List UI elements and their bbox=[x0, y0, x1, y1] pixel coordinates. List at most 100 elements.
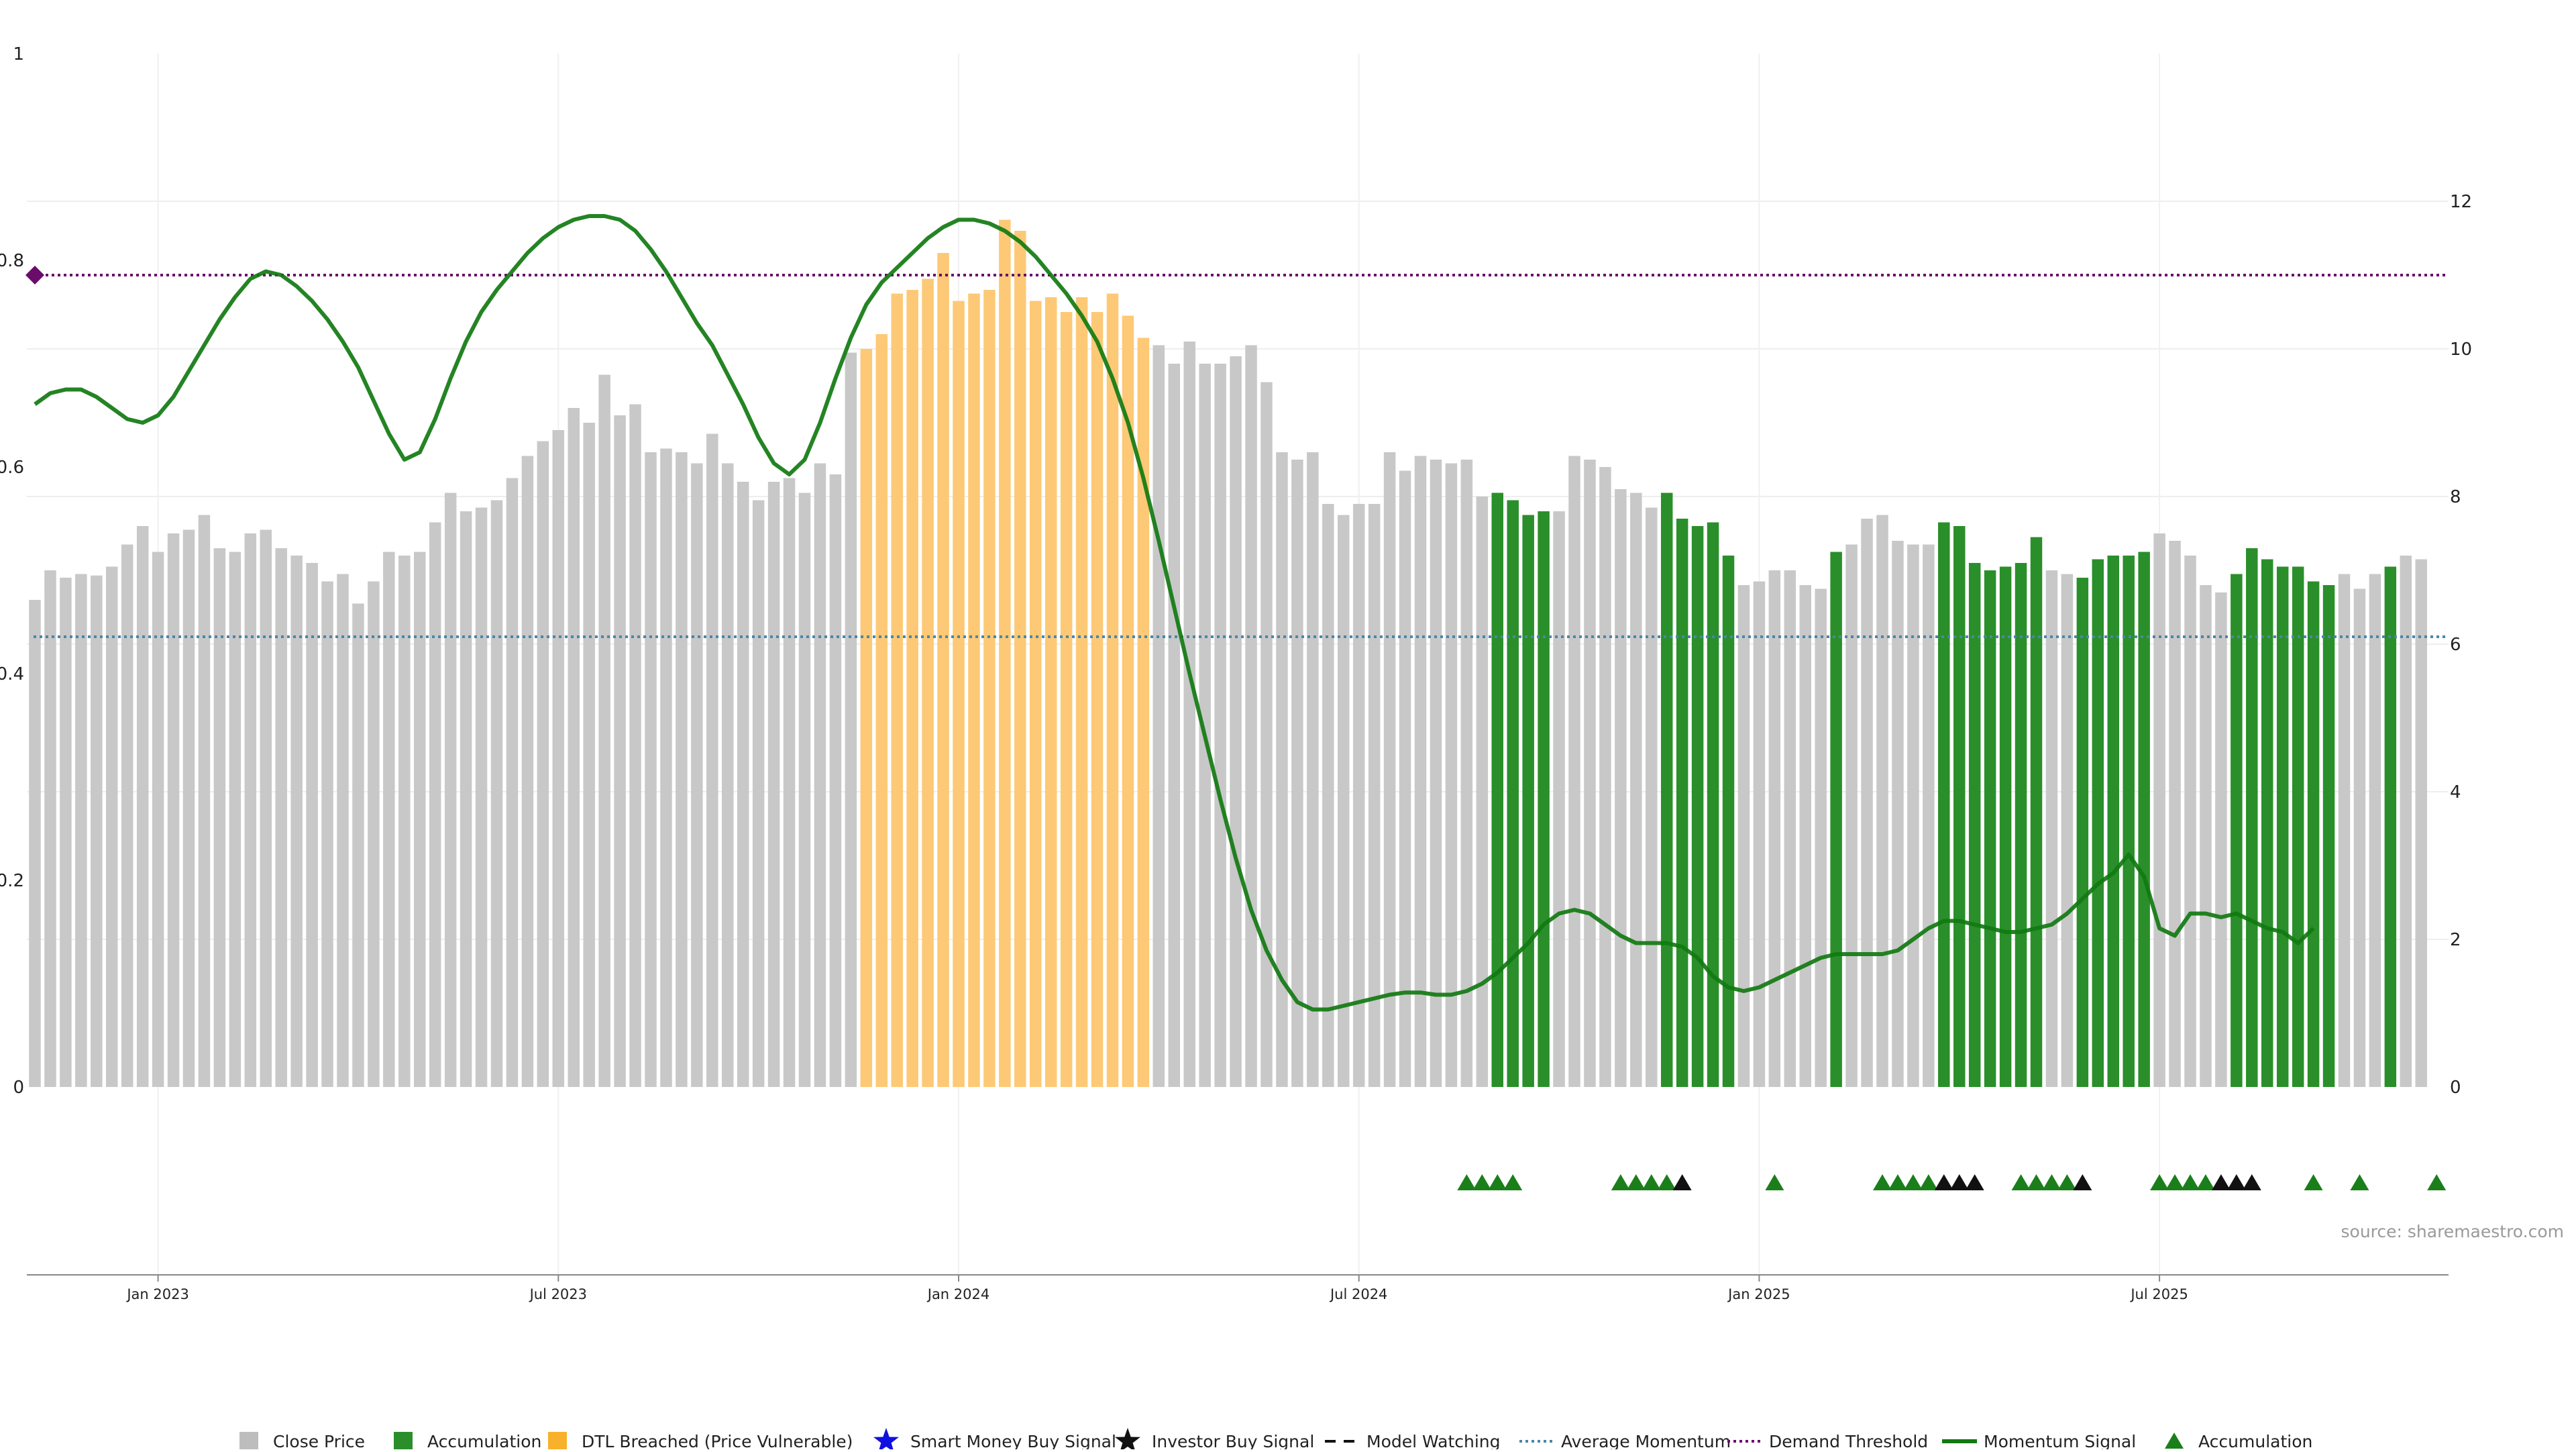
close-bar-19 bbox=[321, 581, 333, 1087]
close-bar-17 bbox=[290, 556, 303, 1087]
investor-marker-27 bbox=[2226, 1174, 2246, 1190]
close-bar-11 bbox=[198, 515, 211, 1087]
close-bar-49 bbox=[783, 478, 796, 1087]
accumulation-marker-24 bbox=[2181, 1174, 2200, 1190]
dtl-bar-55 bbox=[875, 334, 888, 1087]
dtl-bar-69 bbox=[1091, 312, 1104, 1087]
accumulation-bar-109 bbox=[1707, 522, 1719, 1087]
close-bar-3 bbox=[75, 574, 87, 1087]
legend-label-8: Momentum Signal bbox=[1984, 1432, 2136, 1449]
legend-item-7: Demand Threshold bbox=[1727, 1432, 1928, 1451]
legend-swatch-0 bbox=[239, 1432, 258, 1451]
close-bar-141 bbox=[2200, 585, 2212, 1087]
close-bar-103 bbox=[1615, 489, 1627, 1087]
dtl-bar-59 bbox=[937, 253, 949, 1087]
legend-label-0: Close Price bbox=[273, 1432, 365, 1449]
close-bar-34 bbox=[552, 430, 565, 1087]
close-bar-14 bbox=[244, 533, 257, 1087]
close-bar-89 bbox=[1399, 470, 1411, 1087]
close-bar-85 bbox=[1338, 515, 1350, 1087]
x-tick-label-3: Jul 2024 bbox=[1329, 1286, 1387, 1302]
close-bar-79 bbox=[1245, 345, 1257, 1087]
close-bar-53 bbox=[845, 352, 857, 1087]
accumulation-bar-137 bbox=[2138, 552, 2150, 1087]
accumulation-bar-125 bbox=[1953, 526, 1966, 1087]
accumulation-bar-146 bbox=[2276, 566, 2289, 1087]
accumulation-bar-153 bbox=[2384, 566, 2397, 1087]
close-bar-94 bbox=[1476, 497, 1489, 1087]
close-bar-155 bbox=[2415, 559, 2427, 1087]
dtl-bar-62 bbox=[983, 290, 996, 1087]
x-tick-label-4: Jan 2025 bbox=[1727, 1286, 1790, 1302]
close-bar-102 bbox=[1599, 467, 1611, 1087]
close-bar-0 bbox=[29, 600, 41, 1087]
close-bar-92 bbox=[1445, 463, 1458, 1087]
close-bar-154 bbox=[2400, 556, 2412, 1087]
close-bar-86 bbox=[1352, 504, 1365, 1087]
legend-label-1: Accumulation bbox=[427, 1432, 541, 1449]
legend-label-2: DTL Breached (Price Vulnerable) bbox=[582, 1432, 853, 1449]
close-bar-26 bbox=[429, 522, 441, 1087]
close-bar-22 bbox=[368, 581, 380, 1087]
close-bar-75 bbox=[1183, 342, 1195, 1087]
investor-marker-21 bbox=[2073, 1174, 2092, 1190]
close-bar-101 bbox=[1584, 460, 1596, 1087]
accumulation-bar-127 bbox=[1984, 570, 1996, 1087]
accumulation-bar-107 bbox=[1676, 519, 1688, 1087]
close-bar-44 bbox=[706, 433, 718, 1087]
close-bar-88 bbox=[1383, 452, 1396, 1087]
close-bar-83 bbox=[1307, 452, 1319, 1087]
accumulation-bar-149 bbox=[2322, 585, 2335, 1087]
close-bar-99 bbox=[1553, 511, 1565, 1087]
right-tick-label-2: 4 bbox=[2450, 782, 2461, 802]
close-bar-39 bbox=[629, 404, 641, 1087]
close-bar-27 bbox=[444, 492, 457, 1087]
close-bar-123 bbox=[1923, 544, 1935, 1087]
dtl-bar-65 bbox=[1030, 301, 1042, 1087]
accumulation-marker-12 bbox=[1903, 1174, 1923, 1190]
close-bar-81 bbox=[1276, 452, 1288, 1087]
close-bar-118 bbox=[1845, 544, 1858, 1087]
legend-item-6: Average Momentum bbox=[1519, 1432, 1731, 1451]
close-bar-119 bbox=[1861, 519, 1873, 1087]
left-tick-label-1: 0.2 bbox=[0, 871, 24, 891]
dtl-bar-61 bbox=[968, 293, 980, 1087]
close-bar-152 bbox=[2369, 574, 2381, 1087]
accumulation-bar-128 bbox=[1999, 566, 2012, 1087]
accumulation-marker-19 bbox=[2042, 1174, 2061, 1190]
close-bar-1 bbox=[44, 570, 56, 1087]
accumulation-bar-136 bbox=[2123, 556, 2135, 1087]
accumulation-marker-22 bbox=[2150, 1174, 2169, 1190]
close-bar-45 bbox=[722, 463, 734, 1087]
close-bar-41 bbox=[660, 448, 672, 1087]
dtl-bar-60 bbox=[953, 301, 965, 1087]
close-bar-4 bbox=[91, 575, 103, 1087]
accumulation-bar-133 bbox=[2076, 578, 2089, 1087]
right-tick-label-1: 2 bbox=[2450, 930, 2461, 950]
close-bar-91 bbox=[1430, 460, 1442, 1087]
legend-swatch-2 bbox=[548, 1432, 567, 1451]
close-bar-150 bbox=[2338, 574, 2351, 1087]
dtl-bar-57 bbox=[906, 290, 918, 1087]
accumulation-bar-144 bbox=[2246, 548, 2258, 1087]
close-bar-42 bbox=[676, 452, 688, 1087]
close-bar-151 bbox=[2353, 588, 2366, 1087]
close-bar-52 bbox=[829, 474, 842, 1087]
accumulation-marker-10 bbox=[1873, 1174, 1892, 1190]
close-bar-90 bbox=[1414, 456, 1427, 1087]
legend-swatch-4 bbox=[1115, 1428, 1140, 1452]
close-bar-87 bbox=[1368, 504, 1381, 1087]
close-bar-113 bbox=[1768, 570, 1781, 1087]
accumulation-marker-13 bbox=[1919, 1174, 1938, 1190]
x-tick-label-2: Jan 2024 bbox=[926, 1286, 990, 1302]
close-bar-114 bbox=[1784, 570, 1796, 1087]
right-tick-label-6: 12 bbox=[2450, 192, 2472, 212]
close-bar-78 bbox=[1230, 356, 1242, 1087]
close-bar-24 bbox=[398, 556, 411, 1087]
accumulation-marker-4 bbox=[1611, 1174, 1630, 1190]
legend-item-2: DTL Breached (Price Vulnerable) bbox=[548, 1432, 853, 1451]
close-bar-112 bbox=[1753, 581, 1766, 1087]
accumulation-marker-9 bbox=[1765, 1174, 1784, 1190]
